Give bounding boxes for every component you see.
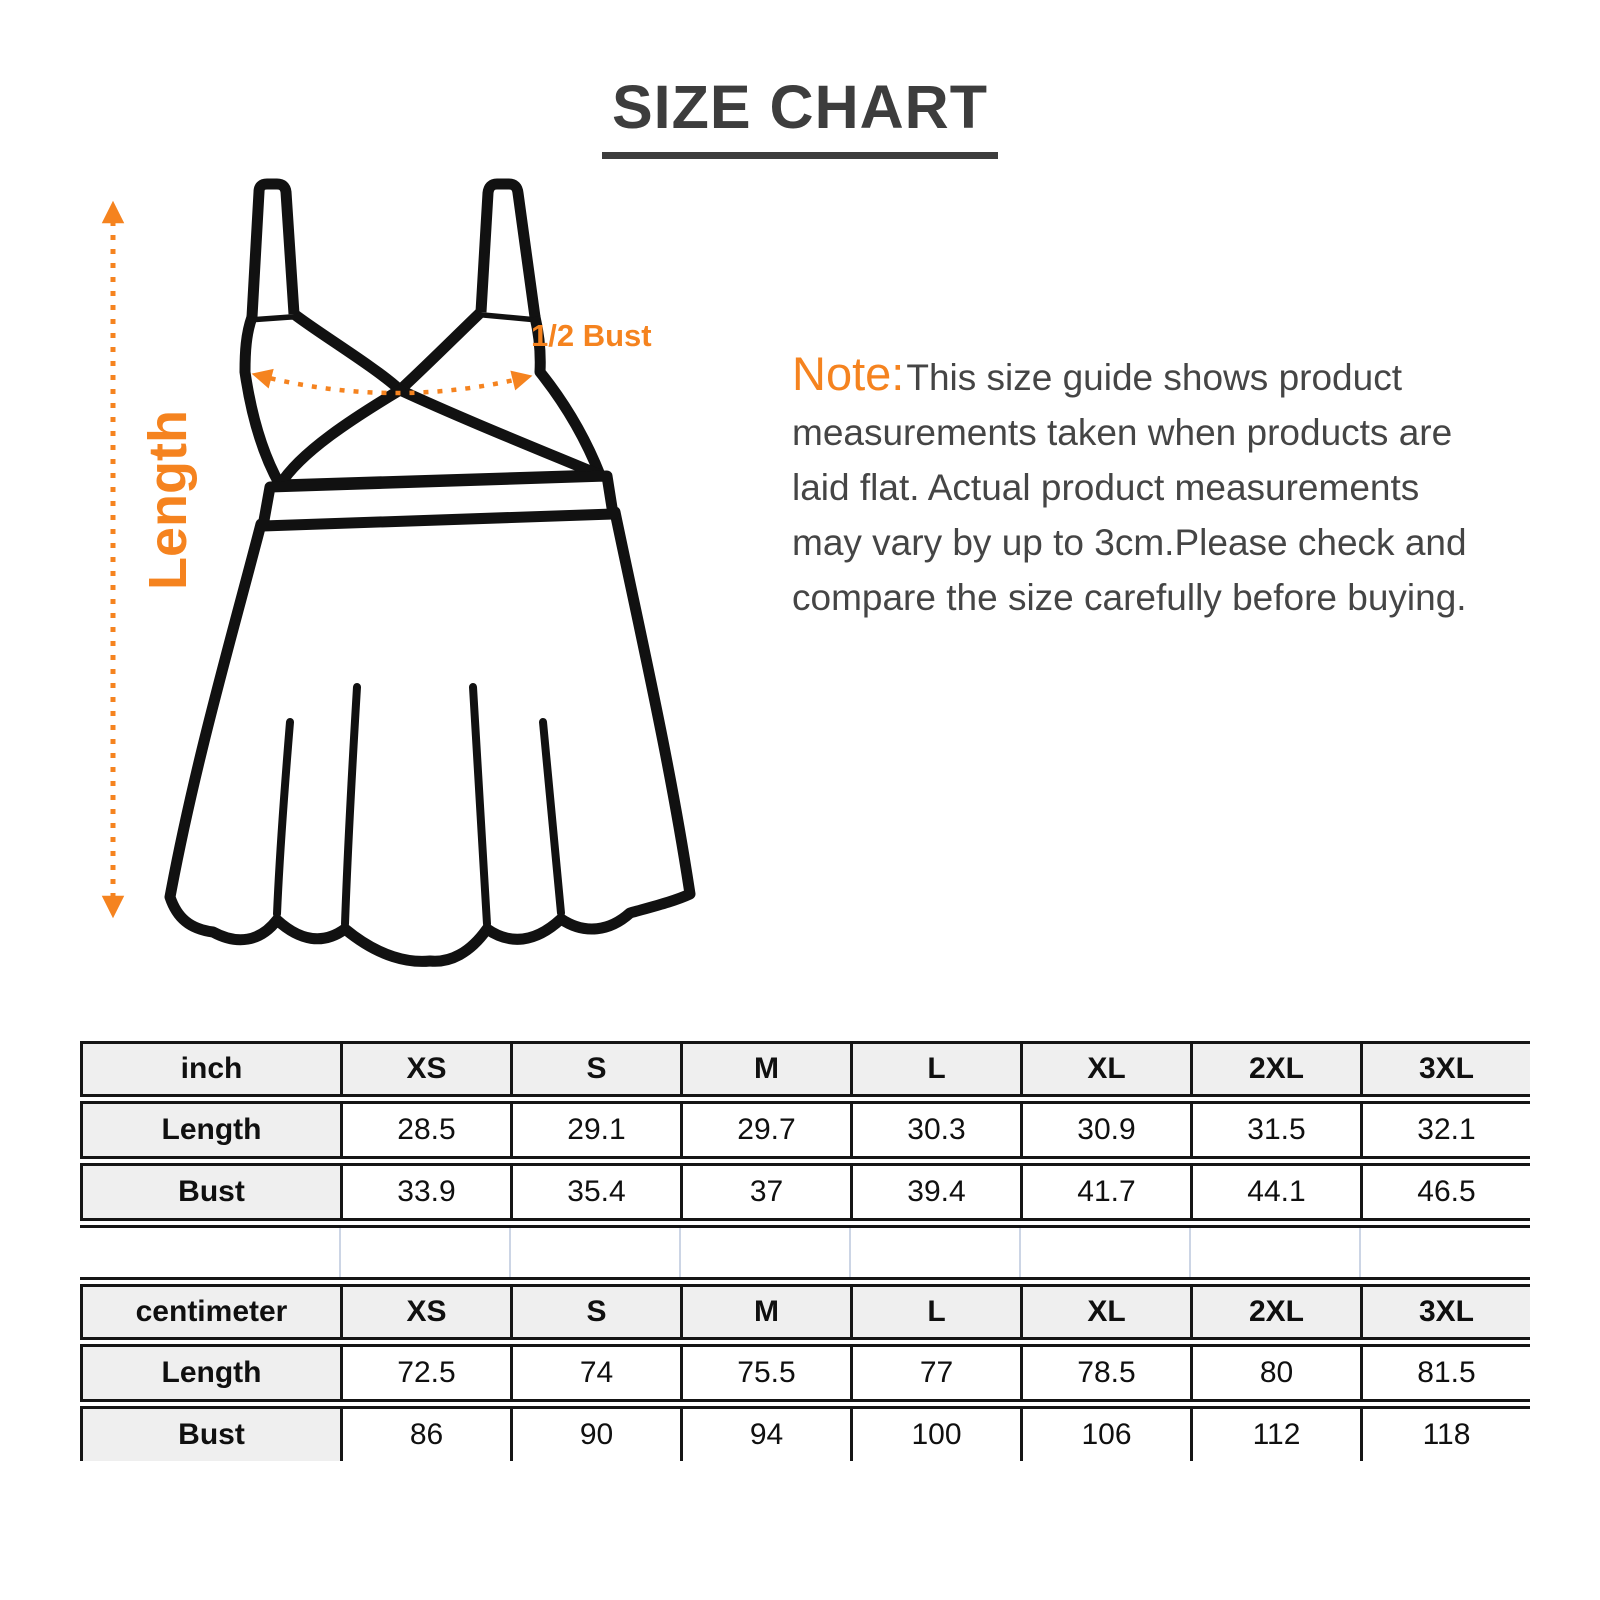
note-line: compare the size carefully before buying…: [792, 577, 1467, 618]
size-header-cell: 2XL: [1190, 1284, 1360, 1340]
value-cell: 35.4: [510, 1163, 680, 1221]
size-header-cell: 3XL: [1360, 1041, 1530, 1097]
faint-gridline: [509, 1228, 511, 1277]
value-cell: 37: [680, 1163, 850, 1221]
size-header-cell: XS: [340, 1284, 510, 1340]
note-line: Note:This size guide shows product: [792, 346, 1540, 405]
value-cell: 28.5: [340, 1101, 510, 1159]
value-cell: 44.1: [1190, 1163, 1360, 1221]
note-line: measurements taken when products are: [792, 412, 1453, 453]
unit-header-cell: inch: [80, 1041, 340, 1097]
value-cell: 78.5: [1020, 1344, 1190, 1402]
value-cell: 32.1: [1360, 1101, 1530, 1159]
value-cell: 75.5: [680, 1344, 850, 1402]
value-cell: 90: [510, 1406, 680, 1461]
value-cell: 46.5: [1360, 1163, 1530, 1221]
size-table-inch: inch XS S M L XL 2XL 3XL Length 28.5 29.1 29.7 30.3 3…: [80, 1037, 1530, 1225]
table-gap: [80, 1228, 1530, 1277]
dress-strap-left: [246, 178, 300, 318]
size-header-cell: S: [510, 1041, 680, 1097]
value-cell: 72.5: [340, 1344, 510, 1402]
dress-strap-right: [475, 178, 541, 318]
size-header-cell: M: [680, 1041, 850, 1097]
value-cell: 100: [850, 1406, 1020, 1461]
faint-gridline: [849, 1228, 851, 1277]
dress-diagram: Length 1/2 Bust: [95, 162, 795, 982]
size-header-cell: XS: [340, 1041, 510, 1097]
row-label-cell: Bust: [80, 1163, 340, 1221]
value-cell: 74: [510, 1344, 680, 1402]
size-header-cell: M: [680, 1284, 850, 1340]
size-header-cell: 3XL: [1360, 1284, 1530, 1340]
note-line: may vary by up to 3cm.Please check and: [792, 522, 1467, 563]
bust-measure-label: 1/2 Bust: [531, 318, 652, 353]
row-label-cell: Bust: [80, 1406, 340, 1461]
value-cell: 29.1: [510, 1101, 680, 1159]
value-cell: 77: [850, 1344, 1020, 1402]
page-title: SIZE CHART: [602, 72, 998, 159]
size-table-centimeter: centimeter XS S M L XL 2XL 3XL Length 72.5 74 75.5 7…: [80, 1280, 1530, 1465]
value-cell: 118: [1360, 1406, 1530, 1461]
size-header-cell: S: [510, 1284, 680, 1340]
value-cell: 41.7: [1020, 1163, 1190, 1221]
skirt-fold-lines: [273, 683, 565, 928]
faint-gridline: [1189, 1228, 1191, 1277]
size-tables: inch XS S M L XL 2XL 3XL Length 28.5 29.1 29.7 30.3 3…: [80, 1037, 1530, 1465]
value-cell: 30.3: [850, 1101, 1020, 1159]
row-label-cell: Length: [80, 1344, 340, 1402]
note-block: Note:This size guide shows product measu…: [792, 346, 1540, 625]
table-bottom-line: [80, 1225, 1530, 1228]
value-cell: 86: [340, 1406, 510, 1461]
dress-waistband: [257, 470, 619, 532]
note-text: This size guide shows product: [906, 357, 1402, 398]
note-label: Note:: [792, 347, 905, 400]
value-cell: 30.9: [1020, 1101, 1190, 1159]
size-header-cell: L: [850, 1284, 1020, 1340]
row-label-cell: Length: [80, 1101, 340, 1159]
value-cell: 39.4: [850, 1163, 1020, 1221]
faint-gridline: [339, 1228, 341, 1277]
value-cell: 94: [680, 1406, 850, 1461]
value-cell: 33.9: [340, 1163, 510, 1221]
note-line: laid flat. Actual product measurements: [792, 467, 1420, 508]
wrap-edge-left: [394, 384, 606, 481]
value-cell: 81.5: [1360, 1344, 1530, 1402]
faint-gridline: [1019, 1228, 1021, 1277]
size-header-cell: XL: [1020, 1284, 1190, 1340]
value-cell: 112: [1190, 1406, 1360, 1461]
length-measure-label: Length: [138, 410, 198, 590]
wrap-edge-right: [274, 384, 406, 491]
faint-gridline: [679, 1228, 681, 1277]
dress-illustration: [101, 178, 696, 967]
dress-skirt: [164, 506, 696, 967]
value-cell: 80: [1190, 1344, 1360, 1402]
size-header-cell: 2XL: [1190, 1041, 1360, 1097]
table-top-line: [80, 1277, 1530, 1280]
value-cell: 29.7: [680, 1101, 850, 1159]
size-header-cell: XL: [1020, 1041, 1190, 1097]
unit-header-cell: centimeter: [80, 1284, 340, 1340]
value-cell: 106: [1020, 1406, 1190, 1461]
faint-gridline: [1359, 1228, 1361, 1277]
value-cell: 31.5: [1190, 1101, 1360, 1159]
size-header-cell: L: [850, 1041, 1020, 1097]
